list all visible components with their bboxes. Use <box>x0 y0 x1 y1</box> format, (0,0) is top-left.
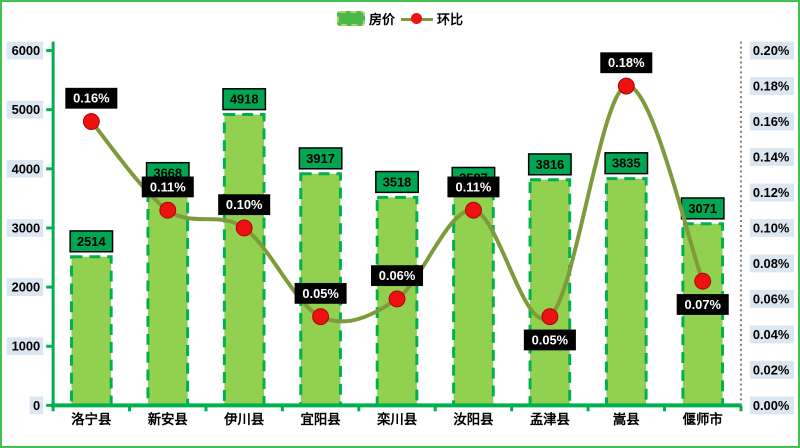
x-axis-category-label: 偃师市 <box>683 411 723 427</box>
right-axis-tick-label: 0.14% <box>753 149 790 164</box>
x-axis-category-label: 宜阳县 <box>301 411 341 427</box>
point-label: 0.07% <box>684 297 721 312</box>
right-axis-label-bg <box>749 148 794 166</box>
point-label-bg <box>371 265 424 287</box>
right-axis-tick-label: 0.04% <box>753 327 790 342</box>
point-label-bg <box>218 194 271 216</box>
point-label: 0.16% <box>73 91 110 106</box>
bar-孟津县 <box>528 178 572 407</box>
right-axis-tick-label: 0.20% <box>753 43 790 58</box>
line-series-key-icon <box>401 12 433 26</box>
x-axis-category-label: 嵩县 <box>613 411 640 427</box>
left-axis-tick-label: 5000 <box>12 102 41 117</box>
legend-bar-label: 房价 <box>368 12 395 27</box>
right-axis-tick-label: 0.00% <box>753 398 790 413</box>
right-axis-tick-label: 0.02% <box>753 362 790 377</box>
bar-value-label: 4918 <box>230 92 259 107</box>
bar-value-label-bg <box>375 170 419 194</box>
line-marker-洛宁县 <box>82 113 100 130</box>
right-axis-tick-label: 0.10% <box>753 220 790 235</box>
right-axis-tick-label: 0.16% <box>753 114 790 129</box>
bar-value-label-bg <box>222 88 267 111</box>
point-label-bg <box>65 87 118 109</box>
bar-value-label-bg <box>298 147 343 170</box>
left-axis-label-bg <box>6 219 44 237</box>
line-marker-嵩县 <box>617 77 635 95</box>
bar-嵩县 <box>604 177 648 407</box>
point-label: 0.11% <box>456 179 492 194</box>
right-axis-tick-label: 0.18% <box>753 79 790 94</box>
point-label: 0.05% <box>532 332 569 347</box>
left-axis-label-bg <box>6 159 44 178</box>
point-label-bg <box>523 329 576 351</box>
right-axis-label-bg <box>749 290 794 308</box>
right-axis-label-bg <box>749 325 794 344</box>
bar-value-label: 2514 <box>77 234 106 249</box>
left-axis-tick-label: 1000 <box>12 339 41 354</box>
bar-洛宁县 <box>70 255 113 407</box>
right-axis-label-bg <box>749 219 794 237</box>
right-axis-tick-label: 0.06% <box>753 291 790 306</box>
right-axis-label-bg <box>749 183 794 202</box>
point-label-bg <box>676 294 729 315</box>
line-marker-汝阳县 <box>465 201 482 219</box>
bar-value-label-bg <box>604 152 649 175</box>
bar-value-label: 3835 <box>612 156 641 171</box>
x-axis-category-label: 孟津县 <box>530 411 570 427</box>
x-axis-category-label: 新安县 <box>148 411 188 427</box>
line-marker-偃师市 <box>694 272 712 290</box>
legend-item-line-series: 环比 <box>401 9 463 28</box>
legend: 房价 环比 <box>2 9 798 28</box>
bar-value-label-bg <box>69 230 114 253</box>
line-marker-孟津县 <box>541 308 559 326</box>
right-axis-label-bg <box>749 41 794 60</box>
x-axis-category-label: 栾川县 <box>376 411 417 427</box>
right-axis-label-bg <box>749 396 794 415</box>
point-label: 0.18% <box>608 55 645 70</box>
left-axis-label-bg <box>6 41 44 60</box>
point-label-bg <box>600 52 653 74</box>
x-axis-category-label: 伊川县 <box>223 411 264 427</box>
bar-value-label-bg <box>527 153 572 176</box>
left-axis-tick-label: 2000 <box>12 280 41 295</box>
point-label: 0.10% <box>226 197 263 212</box>
right-axis-label-bg <box>749 112 794 131</box>
line-marker-伊川县 <box>235 219 253 237</box>
point-label-bg <box>294 282 347 304</box>
legend-line-label: 环比 <box>437 12 464 27</box>
left-axis-label-bg <box>6 278 44 297</box>
point-label-bg <box>447 176 500 198</box>
bar-value-label: 3071 <box>688 201 717 216</box>
point-label: 0.05% <box>302 286 339 301</box>
right-axis-tick-label: 0.08% <box>753 256 790 271</box>
bar-新安县 <box>146 186 190 407</box>
point-label: 0.06% <box>379 268 416 283</box>
left-axis-label-bg <box>6 100 44 119</box>
left-axis-tick-label: 3000 <box>12 220 41 235</box>
left-axis-tick-label: 4000 <box>12 161 41 176</box>
bar-value-label: 3816 <box>536 157 565 172</box>
line-marker-栾川县 <box>388 290 406 308</box>
line-marker-新安县 <box>159 201 177 219</box>
right-axis-label-bg <box>749 254 794 273</box>
right-axis-tick-label: 0.12% <box>753 185 790 200</box>
left-axis-label-bg <box>29 396 44 415</box>
x-axis-category-label: 汝阳县 <box>453 411 493 427</box>
left-axis-label-bg <box>6 337 44 356</box>
point-label-bg <box>141 176 194 198</box>
legend-item-bar-series: 房价 <box>336 9 395 28</box>
bar-series-key-icon <box>336 11 365 26</box>
left-axis-tick-label: 6000 <box>12 43 41 58</box>
bar-value-label: 3518 <box>383 174 412 189</box>
left-axis-tick-label: 0 <box>33 398 40 413</box>
right-axis-label-bg <box>749 360 794 379</box>
x-axis-category-label: 洛宁县 <box>71 411 111 427</box>
bar-value-label: 3917 <box>306 151 335 166</box>
point-label: 0.11% <box>150 179 186 194</box>
right-axis-label-bg <box>749 77 794 95</box>
line-marker-宜阳县 <box>312 308 330 326</box>
bar-伊川县 <box>222 113 266 407</box>
